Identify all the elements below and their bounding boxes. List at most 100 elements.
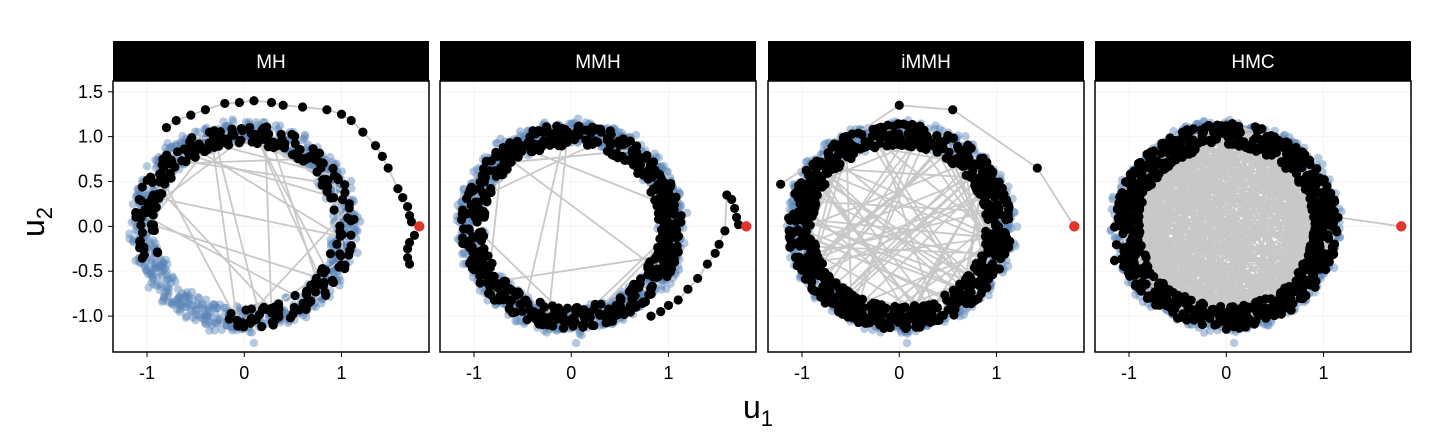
chain-point — [345, 245, 355, 256]
chain-point — [334, 262, 344, 272]
chain-point — [274, 312, 284, 322]
chain-point — [493, 283, 503, 293]
chain-segment — [264, 139, 273, 313]
chain-point — [988, 236, 998, 247]
chain-point — [508, 308, 518, 318]
chain-point — [517, 146, 527, 156]
chain-segment — [1036, 167, 1076, 227]
chain-point — [595, 310, 605, 320]
target-point — [195, 294, 204, 303]
chain-point — [658, 177, 668, 187]
chain-point — [802, 268, 812, 278]
chain-point — [262, 122, 272, 132]
target-point — [300, 132, 310, 141]
target-point — [211, 308, 220, 318]
target-point — [176, 305, 185, 314]
x-tick-label: -1 — [139, 363, 155, 383]
target-point — [311, 302, 320, 312]
target-point — [201, 319, 211, 329]
chain-point — [788, 238, 798, 248]
target-point — [1263, 320, 1272, 330]
target-point — [1280, 130, 1290, 140]
target-point — [213, 303, 222, 313]
target-point — [347, 184, 356, 193]
chain-segment — [819, 237, 988, 262]
chain-point — [346, 115, 356, 126]
target-point — [271, 121, 280, 130]
y-tick-label: 0.5 — [78, 172, 103, 192]
target-point — [168, 272, 177, 281]
chain-point — [486, 183, 496, 194]
target-point — [142, 266, 151, 276]
target-point — [1329, 263, 1339, 273]
chain-point — [236, 123, 247, 134]
chain-point — [646, 311, 656, 321]
chain-point — [853, 128, 863, 138]
chain-point — [900, 315, 910, 325]
chain-point — [161, 150, 172, 160]
chain-point — [964, 153, 974, 164]
target-point — [148, 236, 158, 245]
target-point — [352, 225, 361, 235]
chain-point — [555, 306, 565, 316]
chain-point — [289, 302, 299, 313]
chain-point — [398, 193, 408, 203]
target-point — [148, 275, 158, 284]
chain-point — [246, 304, 256, 314]
chain-point — [635, 165, 646, 175]
chain-point — [866, 301, 876, 311]
chain-point — [200, 105, 210, 115]
panel-border — [112, 80, 430, 353]
target-point — [147, 255, 156, 265]
chain-point — [988, 269, 998, 280]
target-point — [144, 283, 153, 292]
chain-point — [474, 253, 484, 263]
chain-point — [344, 203, 354, 213]
chain-point — [885, 323, 895, 333]
chain-point — [1032, 163, 1042, 173]
chain-segment — [792, 215, 988, 289]
chain-point — [865, 314, 875, 324]
target-point — [209, 304, 218, 313]
target-point — [180, 291, 190, 300]
facet-strip — [1095, 41, 1411, 81]
target-point — [300, 130, 310, 140]
chain-point — [886, 315, 896, 326]
chain-point — [593, 124, 603, 134]
target-point — [275, 121, 285, 131]
chain-point — [404, 259, 415, 269]
chain-point — [479, 244, 489, 254]
chain-point — [783, 213, 794, 223]
target-point — [161, 283, 171, 292]
chain-point — [543, 320, 553, 330]
chain-point — [731, 212, 742, 222]
target-point — [801, 157, 811, 167]
chain-point — [285, 313, 296, 323]
target-point — [156, 256, 166, 265]
target-point — [151, 238, 160, 248]
chain-point — [463, 224, 474, 234]
chain-point — [326, 193, 336, 203]
chain-point — [814, 271, 824, 281]
chain-point — [730, 203, 740, 214]
target-point — [176, 302, 185, 311]
target-point — [1264, 321, 1273, 330]
chain-point — [845, 300, 855, 310]
target-point — [158, 262, 167, 272]
chain-segment — [899, 104, 953, 111]
chain-point — [790, 252, 801, 262]
chain-point — [883, 120, 893, 130]
target-point — [207, 321, 216, 330]
chain-point — [835, 287, 846, 297]
chain-point — [673, 295, 683, 305]
target-point — [194, 310, 203, 320]
panel-border — [439, 80, 757, 353]
chain-point — [478, 206, 489, 217]
chain-point — [612, 148, 622, 159]
target-point — [152, 263, 161, 272]
chain-point — [507, 295, 517, 305]
target-point — [167, 298, 176, 307]
chain-point — [1000, 230, 1011, 240]
target-point — [148, 270, 158, 279]
chain-point — [951, 287, 962, 297]
